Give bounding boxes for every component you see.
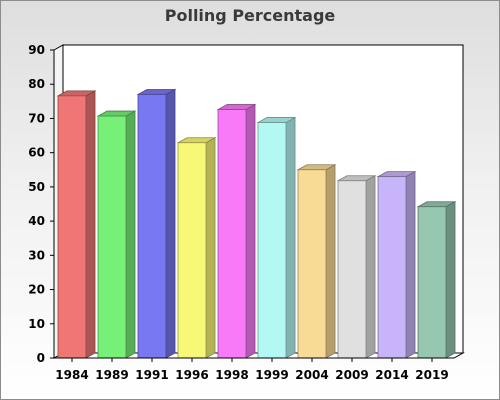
bar-front (337, 180, 367, 359)
y-tick-label: 30 (28, 248, 45, 262)
bar (416, 201, 457, 359)
x-tick-label: 1989 (95, 368, 128, 382)
bar-side (285, 116, 296, 359)
bar (296, 164, 337, 359)
bar-side (405, 170, 416, 359)
bar-front (97, 115, 127, 359)
bar (176, 137, 217, 359)
bar-side (165, 88, 176, 359)
x-tick-label: 1984 (55, 368, 88, 382)
bar-side (445, 201, 456, 359)
x-tick-label: 1991 (135, 368, 168, 382)
bar-front (297, 169, 327, 359)
bar (216, 103, 257, 359)
bar-front (257, 122, 287, 359)
y-tick-label: 10 (28, 317, 45, 331)
bar-front (377, 176, 407, 359)
bar-side (245, 103, 256, 359)
bar-front (137, 94, 167, 359)
bar (56, 90, 97, 359)
y-tick-label: 50 (28, 180, 45, 194)
x-tick-label: 1998 (215, 368, 248, 382)
x-tick-label: 1996 (175, 368, 208, 382)
bar (136, 88, 177, 359)
x-tick-label: 2019 (415, 368, 448, 382)
y-tick-label: 90 (28, 43, 45, 57)
y-tick-label: 20 (28, 283, 45, 297)
bar (376, 170, 417, 359)
y-tick-label: 40 (28, 214, 45, 228)
x-tick-label: 2004 (295, 368, 328, 382)
bar (96, 110, 137, 359)
bar-side (365, 175, 376, 359)
bar (256, 116, 297, 359)
x-tick-label: 2009 (335, 368, 368, 382)
bar (336, 175, 377, 359)
chart-title: Polling Percentage (164, 6, 336, 25)
y-tick-label: 60 (28, 146, 45, 160)
bar-front (177, 142, 207, 359)
bar-side (85, 90, 96, 359)
x-tick-label: 2014 (375, 368, 408, 382)
bar-front (217, 109, 247, 359)
bar-side (125, 110, 136, 359)
y-tick-label: 70 (28, 111, 45, 125)
bar-side (205, 137, 216, 359)
bar-front (417, 206, 447, 359)
bar-front (57, 95, 87, 359)
x-tick-label: 1999 (255, 368, 288, 382)
bar-side (325, 164, 336, 359)
y-tick-label: 80 (28, 77, 45, 91)
y-tick-label: 0 (37, 351, 45, 365)
